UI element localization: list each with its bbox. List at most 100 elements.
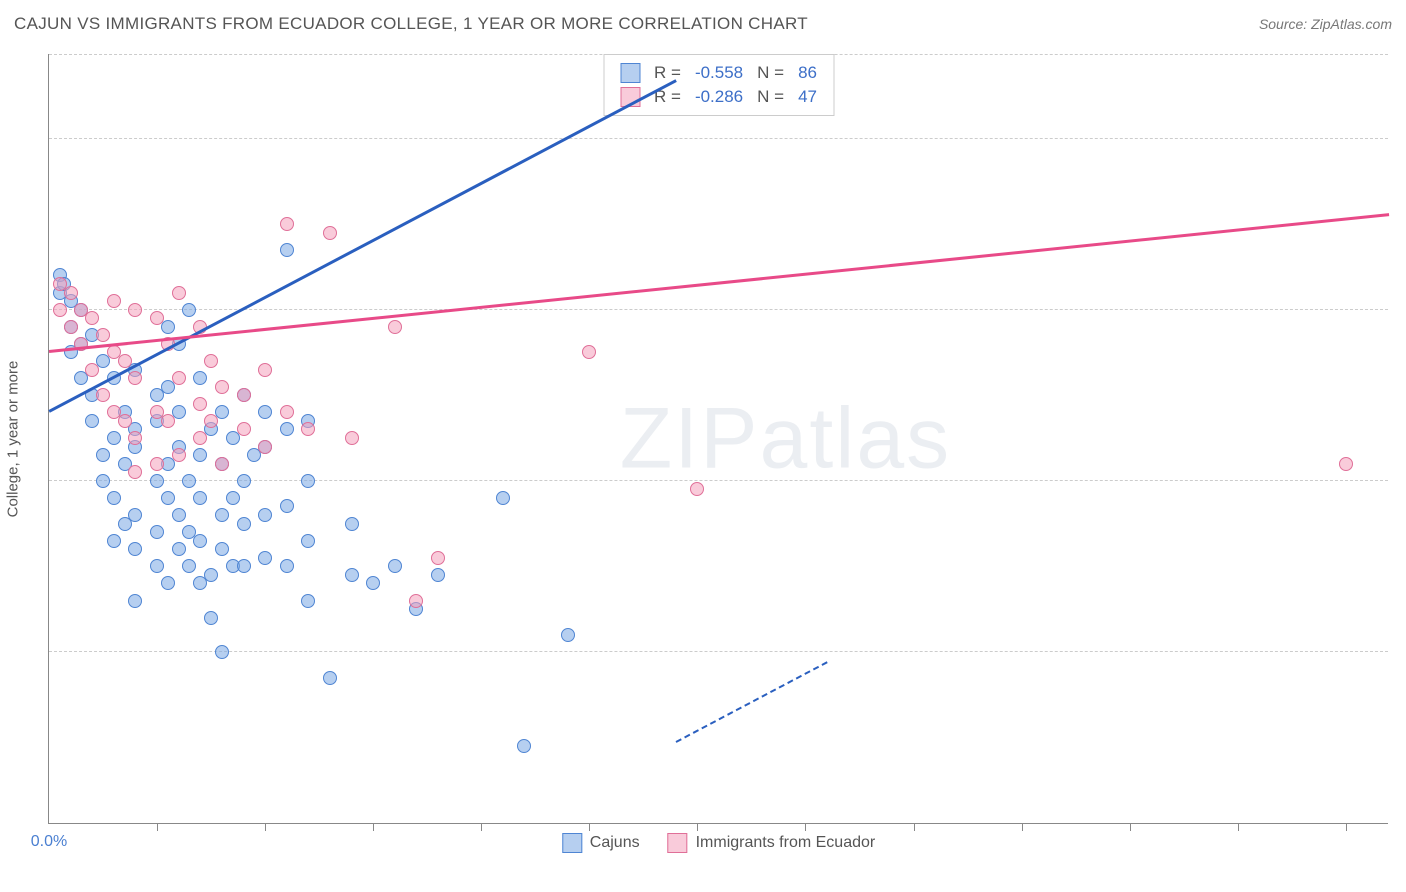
point-cajun <box>150 474 164 488</box>
point-ecuador <box>409 594 423 608</box>
y-tick-label: 60.0% <box>1398 301 1406 319</box>
point-ecuador <box>323 226 337 240</box>
point-ecuador <box>258 440 272 454</box>
x-tick <box>157 823 158 831</box>
swatch-cajuns-bottom <box>562 833 582 853</box>
point-cajun <box>182 303 196 317</box>
x-tick <box>1346 823 1347 831</box>
point-cajun <box>345 517 359 531</box>
x-tick <box>589 823 590 831</box>
watermark: ZIPatlas <box>620 389 951 488</box>
x-tick <box>373 823 374 831</box>
x-tick <box>805 823 806 831</box>
point-ecuador <box>64 286 78 300</box>
gridline-y <box>49 309 1388 310</box>
r-value-ecuador: -0.286 <box>695 87 743 107</box>
point-cajun <box>431 568 445 582</box>
point-cajun <box>561 628 575 642</box>
point-ecuador <box>118 414 132 428</box>
legend-series: Cajuns Immigrants from Ecuador <box>562 833 875 853</box>
point-ecuador <box>85 363 99 377</box>
y-tick-label: 20.0% <box>1398 643 1406 661</box>
point-ecuador <box>258 363 272 377</box>
point-ecuador <box>280 217 294 231</box>
point-cajun <box>128 542 142 556</box>
point-cajun <box>150 525 164 539</box>
point-cajun <box>517 739 531 753</box>
y-tick-label: 40.0% <box>1398 472 1406 490</box>
point-ecuador <box>215 380 229 394</box>
point-cajun <box>215 508 229 522</box>
point-cajun <box>237 559 251 573</box>
point-ecuador <box>193 431 207 445</box>
point-ecuador <box>431 551 445 565</box>
point-cajun <box>366 576 380 590</box>
point-ecuador <box>193 397 207 411</box>
r-value-cajuns: -0.558 <box>695 63 743 83</box>
legend-item-ecuador: Immigrants from Ecuador <box>668 833 876 853</box>
point-ecuador <box>237 422 251 436</box>
trend-line <box>48 79 676 412</box>
point-ecuador <box>215 457 229 471</box>
point-ecuador <box>172 286 186 300</box>
point-cajun <box>215 645 229 659</box>
point-ecuador <box>172 371 186 385</box>
legend-row-ecuador: R = -0.286 N = 47 <box>620 85 817 109</box>
point-cajun <box>161 576 175 590</box>
x-tick <box>481 823 482 831</box>
point-cajun <box>128 594 142 608</box>
point-ecuador <box>53 303 67 317</box>
point-cajun <box>172 542 186 556</box>
point-cajun <box>226 491 240 505</box>
point-ecuador <box>204 354 218 368</box>
y-axis-label: College, 1 year or more <box>5 360 22 517</box>
point-ecuador <box>161 414 175 428</box>
point-ecuador <box>388 320 402 334</box>
x-origin-label: 0.0% <box>31 833 67 851</box>
scatter-chart: College, 1 year or more ZIPatlas R = -0.… <box>48 54 1388 824</box>
chart-title: CAJUN VS IMMIGRANTS FROM ECUADOR COLLEGE… <box>14 14 808 34</box>
point-cajun <box>193 448 207 462</box>
point-cajun <box>237 474 251 488</box>
point-ecuador <box>128 371 142 385</box>
point-cajun <box>301 474 315 488</box>
point-cajun <box>96 474 110 488</box>
point-ecuador <box>96 388 110 402</box>
n-value-ecuador: 47 <box>798 87 817 107</box>
point-ecuador <box>107 294 121 308</box>
point-ecuador <box>204 414 218 428</box>
point-ecuador <box>582 345 596 359</box>
point-cajun <box>193 491 207 505</box>
point-cajun <box>280 422 294 436</box>
gridline-y <box>49 54 1388 55</box>
point-ecuador <box>96 328 110 342</box>
point-cajun <box>258 551 272 565</box>
point-ecuador <box>128 303 142 317</box>
legend-row-cajuns: R = -0.558 N = 86 <box>620 61 817 85</box>
point-cajun <box>280 499 294 513</box>
legend-correlation: R = -0.558 N = 86 R = -0.286 N = 47 <box>603 54 834 116</box>
point-cajun <box>237 517 251 531</box>
x-tick <box>697 823 698 831</box>
point-cajun <box>193 371 207 385</box>
n-value-cajuns: 86 <box>798 63 817 83</box>
legend-item-cajuns: Cajuns <box>562 833 640 853</box>
gridline-y <box>49 651 1388 652</box>
point-cajun <box>193 534 207 548</box>
x-tick <box>1238 823 1239 831</box>
point-ecuador <box>345 431 359 445</box>
point-ecuador <box>85 311 99 325</box>
point-cajun <box>280 243 294 257</box>
y-tick-label: 80.0% <box>1398 130 1406 148</box>
point-ecuador <box>128 431 142 445</box>
point-ecuador <box>150 457 164 471</box>
point-cajun <box>204 568 218 582</box>
point-cajun <box>280 559 294 573</box>
point-cajun <box>96 448 110 462</box>
point-ecuador <box>64 320 78 334</box>
point-cajun <box>496 491 510 505</box>
x-tick <box>914 823 915 831</box>
x-tick <box>1130 823 1131 831</box>
source-label: Source: ZipAtlas.com <box>1259 16 1392 32</box>
point-ecuador <box>280 405 294 419</box>
